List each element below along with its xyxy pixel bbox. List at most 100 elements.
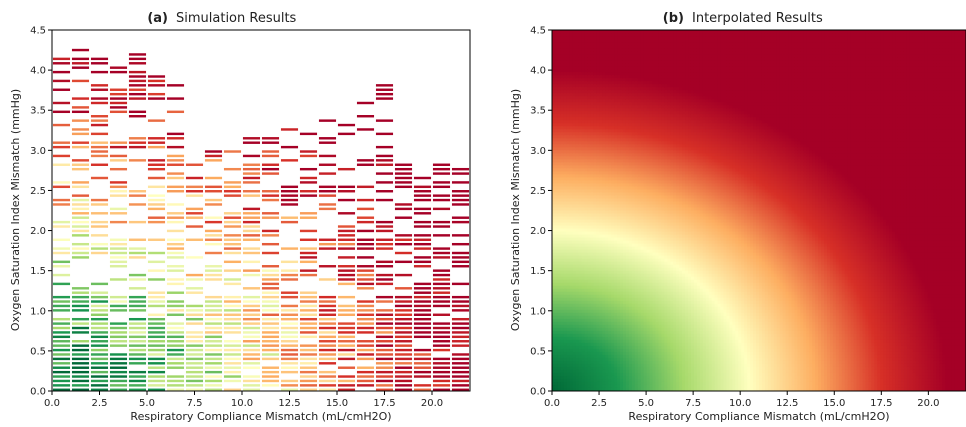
interpolated-cell xyxy=(572,366,577,371)
simulation-cell xyxy=(394,242,413,246)
interpolated-cell xyxy=(552,309,556,314)
interpolated-cell xyxy=(587,177,592,182)
simulation-cell xyxy=(394,207,413,211)
interpolated-cell xyxy=(575,312,580,317)
interpolated-cell xyxy=(587,228,592,233)
interpolated-cell xyxy=(596,33,600,37)
interpolated-cell xyxy=(584,75,589,79)
simulation-cell xyxy=(128,348,147,352)
simulation-cell xyxy=(242,379,261,383)
simulation-cell xyxy=(451,172,470,175)
interpolated-cell xyxy=(563,387,568,391)
interpolated-cell xyxy=(587,309,592,314)
interpolated-cell xyxy=(563,327,568,332)
interpolated-cell xyxy=(566,105,571,109)
simulation-cell xyxy=(166,322,185,325)
simulation-cell xyxy=(337,357,356,361)
interpolated-cell xyxy=(578,357,583,362)
interpolated-cell xyxy=(596,117,600,121)
interpolated-cell xyxy=(593,42,597,46)
simulation-cell xyxy=(413,198,432,202)
interpolated-cell xyxy=(572,255,577,260)
interpolated-cell xyxy=(554,99,559,103)
interpolated-cell xyxy=(599,90,603,94)
simulation-cell xyxy=(451,282,470,286)
simulation-cell xyxy=(261,317,280,321)
interpolated-cell xyxy=(575,81,580,85)
interpolated-cell xyxy=(569,261,574,266)
interpolated-cell xyxy=(578,96,583,100)
simulation-cell xyxy=(242,225,261,228)
simulation-cell xyxy=(223,212,242,215)
interpolated-cell xyxy=(563,375,568,380)
simulation-cell xyxy=(451,234,470,237)
interpolated-cell xyxy=(554,294,559,299)
interpolated-cell xyxy=(578,318,583,323)
panel-a-x-tick-label: 0.0 xyxy=(44,398,60,409)
interpolated-cell xyxy=(575,102,580,106)
interpolated-cell xyxy=(557,258,562,263)
interpolated-cell xyxy=(552,114,556,118)
interpolated-cell xyxy=(575,87,580,91)
interpolated-cell xyxy=(560,105,565,109)
interpolated-cell xyxy=(593,300,597,305)
interpolated-cell xyxy=(584,204,589,209)
simulation-cell xyxy=(413,194,432,197)
simulation-cell xyxy=(394,273,413,277)
interpolated-cell xyxy=(557,387,562,391)
interpolated-cell xyxy=(590,252,594,257)
interpolated-cell xyxy=(599,63,603,67)
interpolated-cell xyxy=(590,162,594,166)
simulation-cell xyxy=(52,220,71,224)
interpolated-cell xyxy=(590,66,594,70)
interpolated-cell xyxy=(587,315,592,320)
simulation-cell xyxy=(185,335,204,339)
simulation-cell xyxy=(261,335,280,339)
interpolated-cell xyxy=(578,153,583,157)
interpolated-cell xyxy=(593,246,597,251)
interpolated-cell xyxy=(590,180,594,185)
simulation-cell xyxy=(185,357,204,361)
interpolated-cell xyxy=(581,228,586,233)
interpolated-cell xyxy=(560,297,565,302)
interpolated-cell xyxy=(584,138,589,142)
interpolated-cell xyxy=(587,33,592,37)
interpolated-cell xyxy=(593,99,597,103)
simulation-cell xyxy=(394,309,413,312)
interpolated-cell xyxy=(566,81,571,85)
interpolated-cell xyxy=(581,270,586,275)
interpolated-cell xyxy=(566,306,571,311)
simulation-cell xyxy=(185,190,204,193)
interpolated-cell xyxy=(560,270,565,275)
interpolated-cell xyxy=(572,294,577,299)
interpolated-cell xyxy=(572,357,577,362)
interpolated-cell xyxy=(584,237,589,242)
simulation-cell xyxy=(318,207,337,211)
interpolated-cell xyxy=(560,348,565,353)
interpolated-cell xyxy=(557,54,562,58)
panel-a-simulation: (a) Simulation Results 0.0 2.5 5.0 7.5 10.0 1… xyxy=(9,11,471,423)
simulation-cell xyxy=(413,260,432,264)
interpolated-cell xyxy=(566,168,571,172)
interpolated-cell xyxy=(552,99,556,103)
simulation-cell xyxy=(242,353,261,356)
interpolated-cell xyxy=(578,309,583,314)
interpolated-cell xyxy=(554,168,559,172)
interpolated-cell xyxy=(572,333,577,338)
interpolated-cell xyxy=(557,159,562,163)
simulation-cell xyxy=(451,265,470,268)
simulation-cell xyxy=(128,70,147,74)
interpolated-cell xyxy=(566,327,571,332)
simulation-cell xyxy=(166,357,185,361)
interpolated-cell xyxy=(584,336,589,341)
interpolated-cell xyxy=(596,111,600,115)
simulation-cell xyxy=(451,260,470,264)
interpolated-cell xyxy=(578,66,583,70)
interpolated-cell xyxy=(599,120,603,124)
interpolated-cell xyxy=(552,219,556,224)
simulation-cell xyxy=(185,238,204,241)
interpolated-cell xyxy=(593,234,597,239)
interpolated-cell xyxy=(590,378,594,383)
interpolated-cell xyxy=(563,360,568,365)
simulation-cell xyxy=(394,388,413,391)
